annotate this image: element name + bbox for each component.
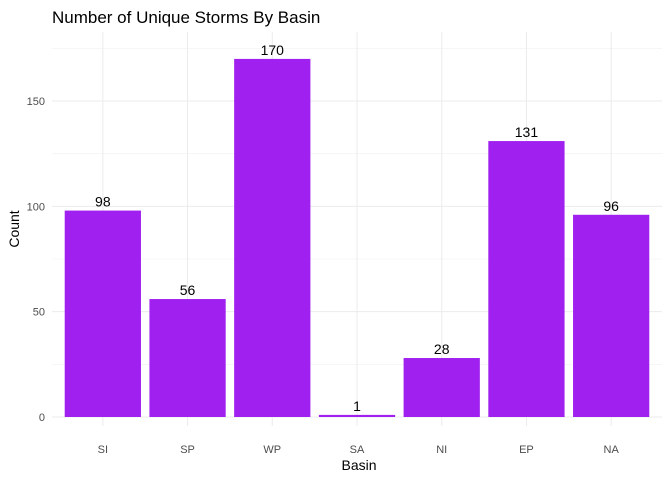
bar-si: [64, 210, 141, 417]
bar-sa: [318, 414, 396, 417]
bar-value-label: 98: [95, 194, 111, 210]
x-tick-label: SA: [350, 444, 365, 456]
bar-value-label: 56: [180, 282, 196, 298]
y-tick-label: 50: [33, 307, 45, 319]
x-axis-tick-labels: SI SP WP SA NI EP NA: [98, 444, 620, 456]
bar-value-label: 170: [261, 42, 285, 58]
y-tick-label: 0: [39, 412, 45, 424]
y-tick-label: 150: [27, 96, 45, 108]
bar-ni: [403, 358, 480, 417]
y-axis-tick-labels: 0 50 100 150: [27, 96, 45, 424]
x-tick-label: SP: [180, 444, 195, 456]
x-axis-title: Basin: [341, 457, 376, 473]
bar-sp: [149, 299, 226, 417]
bar-wp: [234, 58, 311, 418]
bar-value-label: 96: [603, 198, 619, 214]
bar-ep: [488, 141, 565, 417]
x-tick-label: NA: [604, 444, 620, 456]
bar-na: [573, 214, 650, 417]
major-gridlines: [52, 32, 662, 426]
bar-value-label: 131: [515, 124, 539, 140]
y-tick-label: 100: [27, 201, 45, 213]
y-axis-title: Count: [6, 210, 22, 247]
bar-value-label: 28: [434, 341, 450, 357]
x-tick-label: SI: [98, 444, 108, 456]
x-tick-label: EP: [519, 444, 534, 456]
x-tick-label: NI: [436, 444, 447, 456]
bars: [64, 58, 650, 418]
bar-data-labels: 98 56 170 1 28 131 96: [95, 42, 619, 414]
x-tick-label: WP: [263, 444, 281, 456]
chart-title: Number of Unique Storms By Basin: [52, 8, 320, 27]
bar-value-label: 1: [353, 398, 361, 414]
